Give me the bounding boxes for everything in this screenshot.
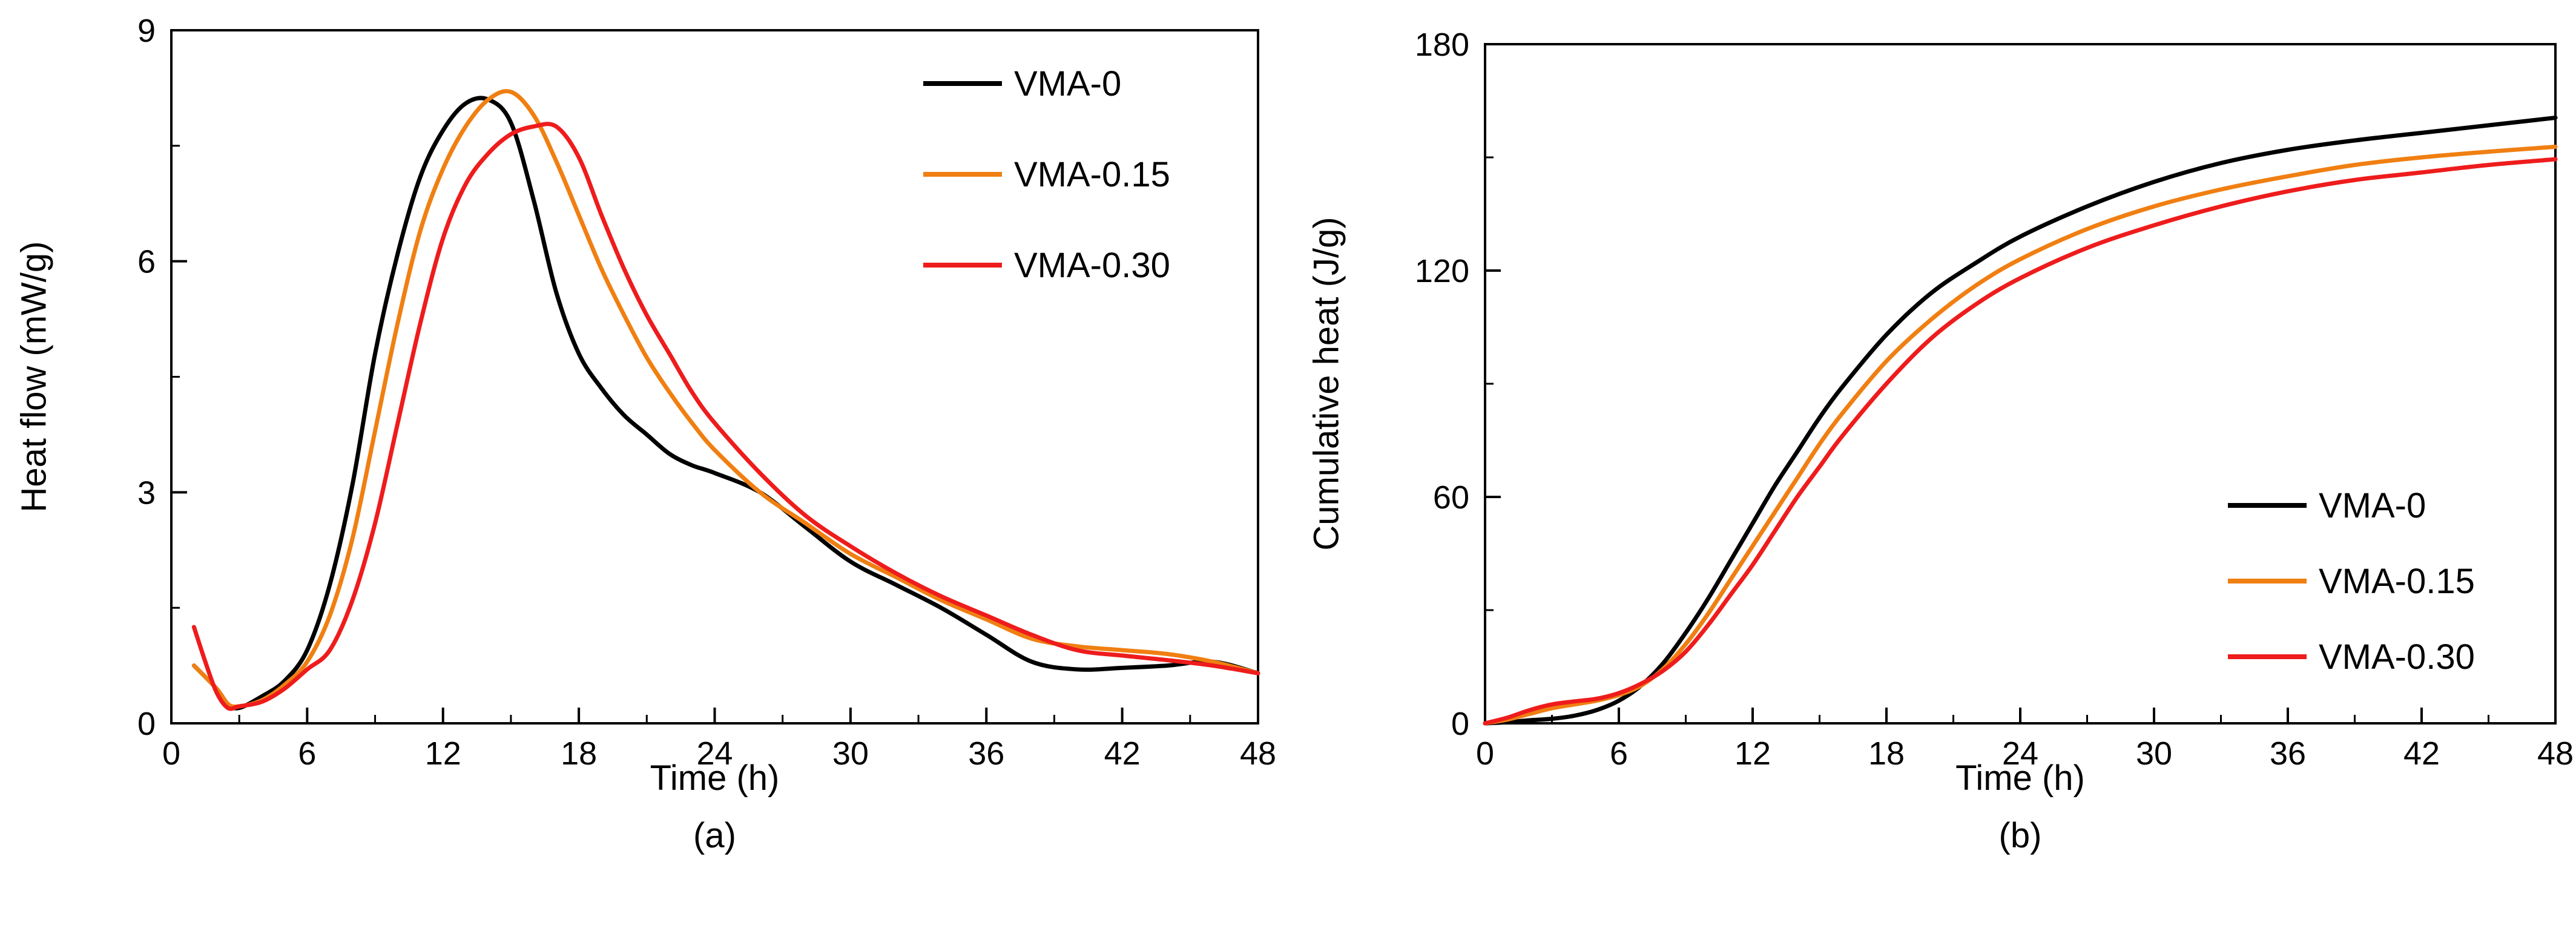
series-line-vma-0.30 bbox=[1483, 157, 2558, 726]
x-tick-label: 12 bbox=[425, 735, 461, 772]
legend-label-vma-0.15: VMA-0.15 bbox=[2319, 562, 2475, 601]
y-tick-label: 0 bbox=[137, 706, 156, 742]
y-tick-label: 120 bbox=[1415, 253, 1469, 289]
series-line-vma-0 bbox=[191, 96, 1260, 711]
x-tick-label: 42 bbox=[2403, 735, 2440, 772]
series-lines-a bbox=[191, 89, 1260, 711]
y-axis-title-b: Cumulative heat (J/g) bbox=[1306, 217, 1346, 550]
x-tick-label: 18 bbox=[1868, 735, 1905, 772]
x-tick-label: 36 bbox=[968, 735, 1004, 772]
x-tick-label: 48 bbox=[1240, 735, 1276, 772]
x-tick-label: 0 bbox=[1476, 735, 1494, 772]
chart-panel-b: 0 6 12 18 24 30 36 42 48 0 60 120 180 VMA-0 VMA-0.15… bbox=[1306, 27, 2574, 855]
x-tick-label: 24 bbox=[696, 735, 733, 772]
legend-a: VMA-0 VMA-0.15 VMA-0.30 bbox=[923, 64, 1170, 285]
panel-label-a: (a) bbox=[693, 816, 736, 855]
y-axis-title-a: Heat flow (mW/g) bbox=[14, 242, 53, 513]
y-tick-label: 3 bbox=[137, 475, 156, 511]
x-axis-title-b: Time (h) bbox=[1955, 758, 2085, 798]
legend-label-vma-0: VMA-0 bbox=[1014, 64, 1121, 104]
x-tick-label: 6 bbox=[1610, 735, 1628, 772]
series-lines-b bbox=[1483, 116, 2558, 726]
legend-label-vma-0.30: VMA-0.30 bbox=[2319, 637, 2475, 677]
series-line-vma-0.30 bbox=[191, 122, 1260, 711]
legend-label-vma-0.30: VMA-0.30 bbox=[1014, 246, 1170, 285]
y-tick-label: 180 bbox=[1415, 27, 1469, 63]
x-tick-label: 0 bbox=[162, 735, 180, 772]
panel-label-b: (b) bbox=[1999, 816, 2042, 855]
series-line-vma-0.15 bbox=[191, 89, 1260, 709]
y-tick-label: 0 bbox=[1451, 706, 1469, 742]
x-tick-label: 30 bbox=[832, 735, 869, 772]
x-axis-title-a: Time (h) bbox=[650, 758, 780, 798]
legend-label-vma-0.15: VMA-0.15 bbox=[1014, 155, 1170, 194]
y-tick-label: 9 bbox=[137, 13, 156, 49]
x-tick-label: 36 bbox=[2270, 735, 2306, 772]
x-tick-label: 42 bbox=[1104, 735, 1141, 772]
axis-ticks-b: 0 6 12 18 24 30 36 42 48 0 60 120 180 bbox=[1415, 27, 2574, 772]
x-tick-label: 24 bbox=[2002, 735, 2038, 772]
legend-label-vma-0: VMA-0 bbox=[2319, 486, 2426, 525]
x-tick-label: 12 bbox=[1734, 735, 1771, 772]
x-tick-label: 18 bbox=[561, 735, 597, 772]
x-tick-label: 6 bbox=[298, 735, 316, 772]
series-line-vma-0 bbox=[1483, 116, 2558, 726]
legend-b: VMA-0 VMA-0.15 VMA-0.30 bbox=[2228, 486, 2475, 677]
y-tick-label: 6 bbox=[137, 244, 156, 280]
y-tick-label: 60 bbox=[1433, 479, 1469, 516]
x-tick-label: 48 bbox=[2537, 735, 2574, 772]
x-tick-label: 30 bbox=[2136, 735, 2172, 772]
